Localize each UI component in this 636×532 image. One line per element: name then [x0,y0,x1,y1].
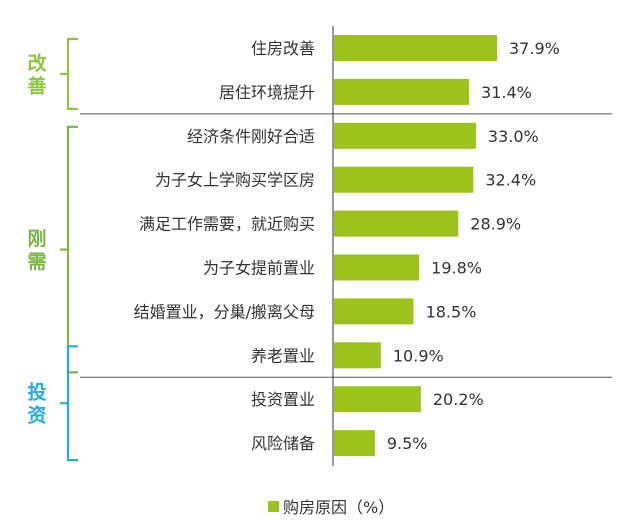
group-brackets [60,37,78,462]
bar [334,298,414,325]
value-label: 19.8% [431,259,482,278]
group-label: 改善 [27,51,47,97]
legend-swatch [268,501,279,512]
bar [334,430,375,457]
value-label: 37.9% [509,39,560,58]
bar [334,78,470,105]
bar [334,35,497,61]
value-label: 9.5% [387,434,428,453]
category-label: 结婚置业，分巢/搬离父母 [134,302,315,321]
legend-label: 购房原因（%） [283,498,394,517]
bars [334,35,497,457]
group-bracket [60,37,78,110]
bar [334,254,420,281]
bar [334,386,421,413]
category-label: 为子女提前置业 [203,259,315,278]
category-label: 经济条件刚好合适 [187,127,315,146]
value-labels: 37.9% 31.4% 33.0% 32.4% 28.9% 19.8% 18.5% 10.9%… [387,39,560,453]
group-bracket [60,125,78,374]
bar [334,166,474,193]
value-label: 33.0% [488,127,539,146]
bar [334,342,381,369]
bar [334,122,476,149]
category-label: 满足工作需要，就近购买 [139,215,315,234]
category-label: 居住环境提升 [219,83,315,102]
bar [334,210,459,237]
category-label: 风险储备 [251,434,315,453]
value-label: 31.4% [481,83,532,102]
category-label: 为子女上学购买学区房 [155,171,315,190]
category-label: 住房改善 [251,39,315,58]
value-label: 20.2% [433,390,484,409]
group-label: 刚需 [27,228,46,273]
group-bracket [60,345,78,462]
group-label: 投资 [27,381,46,427]
value-label: 32.4% [485,171,536,190]
legend: 购房原因（%） [268,498,394,517]
category-labels: 住房改善居住环境提升经济条件刚好合适为子女上学购买学区房满足工作需要，就近购买为… [134,39,315,453]
value-label: 28.9% [470,215,521,234]
group-separators [80,113,612,378]
category-label: 养老置业 [251,346,315,365]
category-label: 投资置业 [251,390,315,409]
value-label: 18.5% [426,302,477,321]
value-label: 10.9% [393,346,444,365]
